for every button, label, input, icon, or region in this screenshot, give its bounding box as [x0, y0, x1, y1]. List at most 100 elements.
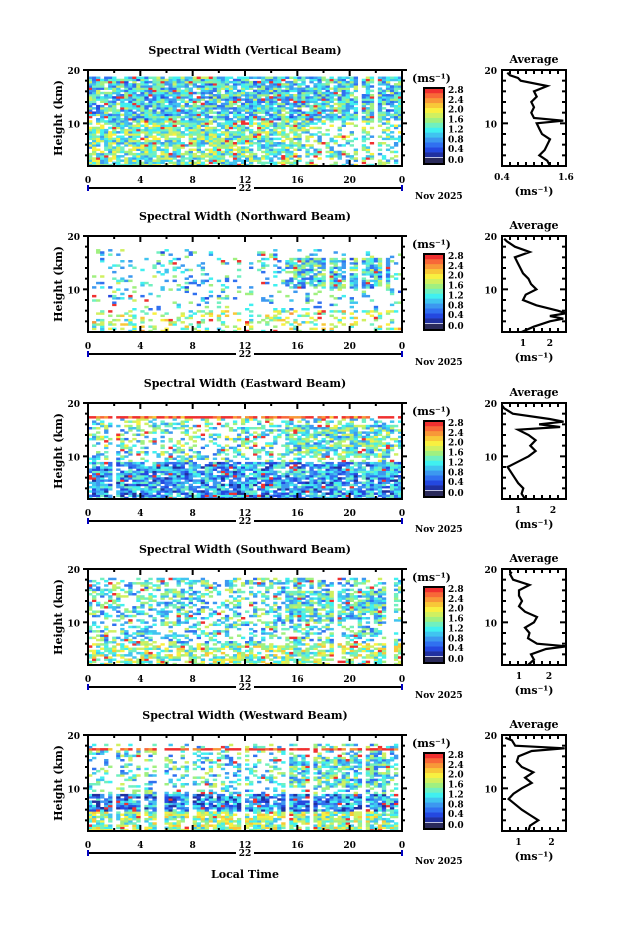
heatmap-cell	[200, 314, 206, 318]
heatmap-cell	[249, 490, 254, 493]
heatmap-cell	[196, 91, 202, 95]
heatmap-cell	[285, 475, 290, 478]
heatmap-cell	[236, 126, 242, 130]
heatmap-cell	[240, 431, 246, 434]
heatmap-cell	[228, 144, 234, 147]
heatmap-cell	[104, 468, 109, 471]
heatmap-cell	[305, 294, 310, 298]
heatmap-cell	[273, 113, 278, 117]
heatmap-cell	[381, 102, 387, 106]
heatmap-cell	[128, 161, 133, 165]
heatmap-cell	[313, 494, 318, 498]
heatmap-cell	[281, 416, 286, 419]
heatmap-cell	[236, 318, 242, 322]
heatmap-cell	[104, 440, 109, 443]
heatmap-cell	[120, 446, 125, 450]
heatmap-cell	[216, 453, 222, 456]
heatmap-cell	[148, 131, 153, 134]
heatmap-cell	[172, 91, 177, 95]
heatmap-cell	[232, 115, 238, 119]
heatmap-cell	[180, 437, 185, 441]
heatmap-cell	[385, 94, 391, 97]
heatmap-cell	[341, 270, 346, 274]
heatmap-cell	[100, 111, 105, 114]
heatmap-cell	[96, 155, 101, 158]
heatmap-cell	[108, 475, 113, 478]
heatmap-cell	[369, 157, 375, 160]
heatmap-cell	[257, 80, 262, 84]
heatmap-cell	[365, 294, 371, 298]
heatmap-cell	[152, 91, 157, 95]
heatmap-cell	[196, 87, 202, 90]
heatmap-cell	[337, 273, 342, 276]
heatmap-cell	[261, 483, 266, 487]
heatmap-cell	[176, 477, 181, 480]
heatmap-cell	[377, 159, 383, 162]
heatmap-cell	[341, 76, 346, 80]
heatmap-cell	[245, 418, 250, 421]
heatmap-cell	[253, 442, 258, 445]
heatmap-cell	[309, 260, 314, 263]
heatmap-cell	[297, 490, 302, 493]
heatmap-cell	[196, 98, 202, 101]
heatmap-cell	[128, 91, 133, 95]
heatmap-cell	[345, 161, 350, 165]
heatmap-cell	[325, 446, 330, 450]
heatmap-cell	[365, 137, 371, 141]
heatmap-cell	[240, 418, 246, 421]
heatmap-cell	[96, 118, 101, 121]
heatmap-cell	[261, 485, 266, 489]
heatmap-cell	[128, 142, 133, 145]
heatmap-cell	[397, 135, 403, 138]
heatmap-cell	[208, 485, 214, 489]
heatmap-cell	[269, 157, 274, 160]
heatmap-cell	[265, 477, 270, 480]
heatmap-cell	[381, 80, 387, 84]
heatmap-cell	[265, 80, 270, 84]
heatmap-cell	[353, 268, 359, 272]
heatmap-cell	[108, 122, 113, 125]
heatmap-cell	[245, 468, 250, 471]
heatmap-cell	[148, 490, 153, 493]
heatmap-cell	[365, 78, 371, 82]
heatmap-cell	[313, 139, 318, 143]
heatmap-cell	[108, 472, 113, 476]
heatmap-cell	[120, 146, 125, 149]
heatmap-cell	[204, 83, 210, 86]
heatmap-cell	[257, 464, 262, 467]
heatmap-cell	[156, 94, 161, 97]
heatmap-cell	[385, 128, 391, 132]
colorbar-swatch	[424, 122, 444, 128]
heatmap-cell	[281, 124, 286, 128]
heatmap-cell	[128, 448, 133, 452]
heatmap-cell	[116, 492, 121, 495]
heatmap-cell	[289, 418, 294, 421]
heatmap-cell	[349, 104, 354, 108]
x-tick-label: 8	[190, 176, 196, 186]
heatmap-cell	[208, 161, 214, 165]
heatmap-cell	[265, 299, 270, 302]
heatmap-cell	[245, 483, 250, 487]
heatmap-cell	[104, 492, 109, 495]
heatmap-cell	[208, 139, 214, 143]
heatmap-cell	[120, 461, 125, 465]
heatmap-cell	[116, 483, 121, 487]
heatmap-cell	[152, 111, 157, 114]
heatmap-cell	[369, 80, 375, 84]
heatmap-cell	[132, 485, 137, 489]
heatmap-cell	[124, 475, 129, 478]
heatmap-cell	[389, 113, 395, 117]
heatmap-cell	[269, 102, 274, 106]
heatmap-cell	[285, 470, 290, 474]
heatmap-cell	[196, 80, 202, 84]
heatmap-cell	[257, 128, 262, 132]
heatmap-cell	[377, 275, 383, 278]
heatmap-cell	[253, 80, 258, 84]
heatmap-cell	[289, 451, 294, 454]
heatmap-cell	[216, 161, 222, 165]
heatmap-cell	[309, 448, 314, 452]
heatmap-cell	[172, 152, 177, 156]
heatmap-cell	[188, 155, 193, 158]
heatmap-cell	[309, 161, 314, 165]
heatmap-cell	[325, 96, 330, 99]
